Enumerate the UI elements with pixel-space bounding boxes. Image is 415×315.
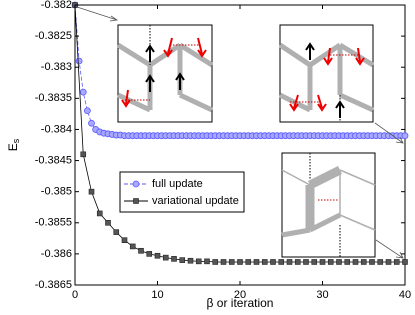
y-tick-label: -0.3835 xyxy=(35,92,72,104)
data-point xyxy=(402,259,408,265)
data-point xyxy=(171,256,177,262)
y-tick-label: -0.386 xyxy=(41,248,72,260)
y-tick-label: -0.383 xyxy=(41,61,72,73)
inset-top-right xyxy=(278,24,375,123)
x-tick-label: 20 xyxy=(234,289,246,301)
data-point xyxy=(245,259,252,265)
data-point xyxy=(79,88,87,96)
data-point xyxy=(336,259,342,265)
data-point xyxy=(220,259,227,265)
data-point xyxy=(401,132,409,140)
data-point xyxy=(129,243,136,250)
x-axis-label: β or iteration xyxy=(207,296,274,310)
y-tick-label: -0.3865 xyxy=(35,279,72,291)
data-point xyxy=(319,259,326,265)
data-point xyxy=(311,259,318,265)
data-point xyxy=(278,259,285,265)
inset-top-left xyxy=(116,24,214,123)
data-point xyxy=(303,259,309,265)
legend xyxy=(119,171,245,213)
data-point xyxy=(327,259,334,265)
data-point xyxy=(344,259,351,265)
data-point xyxy=(385,259,392,265)
data-point xyxy=(261,259,268,265)
data-point xyxy=(187,257,194,264)
data-point xyxy=(195,258,202,265)
data-point xyxy=(121,237,128,243)
data-point xyxy=(393,259,400,265)
data-point xyxy=(294,259,301,265)
data-point xyxy=(369,259,375,265)
data-point xyxy=(75,57,83,65)
legend-marker xyxy=(132,180,140,188)
data-point xyxy=(237,259,243,265)
legend-label: full update xyxy=(152,178,203,190)
data-point xyxy=(179,257,186,263)
data-point xyxy=(377,259,384,265)
data-point xyxy=(83,107,91,115)
data-point xyxy=(204,258,210,265)
data-point xyxy=(113,229,120,235)
data-point xyxy=(228,259,235,265)
data-point xyxy=(154,252,161,259)
y-label-sub: s xyxy=(11,138,21,143)
data-point xyxy=(138,247,144,254)
data-point xyxy=(88,119,95,127)
y-tick-label: -0.3845 xyxy=(35,154,72,166)
y-tick-label: -0.3855 xyxy=(35,217,72,229)
y-tick-label: -0.385 xyxy=(41,186,72,198)
data-point xyxy=(253,259,260,265)
x-tick-label: 0 xyxy=(72,289,78,301)
data-point xyxy=(286,259,293,265)
data-point xyxy=(105,219,111,226)
x-tick-label: 10 xyxy=(151,289,163,301)
y-tick-label: -0.382 xyxy=(41,0,72,11)
data-point xyxy=(162,254,169,261)
x-tick-label: 30 xyxy=(316,289,328,301)
x-tick-label: 40 xyxy=(399,289,411,301)
legend-marker xyxy=(133,198,139,204)
data-point xyxy=(146,251,153,257)
y-tick-label: -0.384 xyxy=(41,123,72,135)
data-point xyxy=(212,259,219,265)
data-point xyxy=(360,259,367,265)
y-label-main: E xyxy=(6,143,20,151)
y-tick-label: -0.3825 xyxy=(35,30,72,42)
data-point xyxy=(80,151,87,158)
data-point xyxy=(96,210,103,217)
data-point xyxy=(270,259,276,265)
data-point xyxy=(88,188,95,195)
legend-label: variational update xyxy=(152,195,239,207)
data-point xyxy=(352,259,359,265)
y-axis-label: Es xyxy=(6,138,21,151)
inset-bottom-right xyxy=(281,152,376,258)
